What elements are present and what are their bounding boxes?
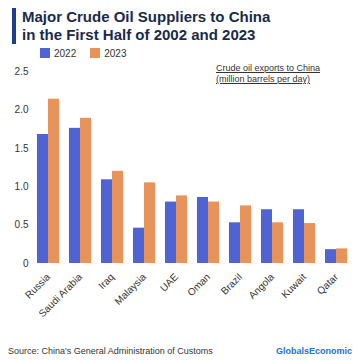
svg-text:1.5: 1.5 [15, 143, 29, 154]
svg-text:Angola: Angola [246, 271, 276, 301]
html-text:Crude oil exports to China (mi: Crude oil exports to China (million barr… [216, 63, 321, 84]
html-text:Major Crude Oil Suppliers to C: Major Crude Oil Suppliers to China in th… [22, 8, 271, 43]
svg-text:UAE: UAE [158, 271, 181, 294]
svg-text:Russia: Russia [23, 271, 53, 301]
html-text:2023: 2023 [104, 48, 127, 59]
svg-text:2.0: 2.0 [15, 104, 29, 115]
svg-text:1.0: 1.0 [15, 181, 29, 192]
svg-text:Kuwait: Kuwait [279, 271, 308, 300]
svg-text:Brazil: Brazil [219, 271, 244, 296]
svg-text:2.5: 2.5 [15, 66, 29, 77]
svg-text:Oman: Oman [185, 271, 212, 298]
svg-text:Saudi Arabia: Saudi Arabia [36, 271, 84, 319]
svg-text:0: 0 [23, 258, 29, 269]
svg-text:Qatar: Qatar [315, 271, 341, 297]
svg-text:Malaysia: Malaysia [112, 271, 148, 307]
svg-text:Iraq: Iraq [96, 271, 116, 291]
html-text:Source: China's General Admini: Source: China's General Administration o… [8, 346, 213, 356]
html-text:GlobalsEconomic: GlobalsEconomic [276, 346, 352, 356]
html-text:2022: 2022 [54, 48, 77, 59]
svg-text:0.5: 0.5 [15, 219, 29, 230]
